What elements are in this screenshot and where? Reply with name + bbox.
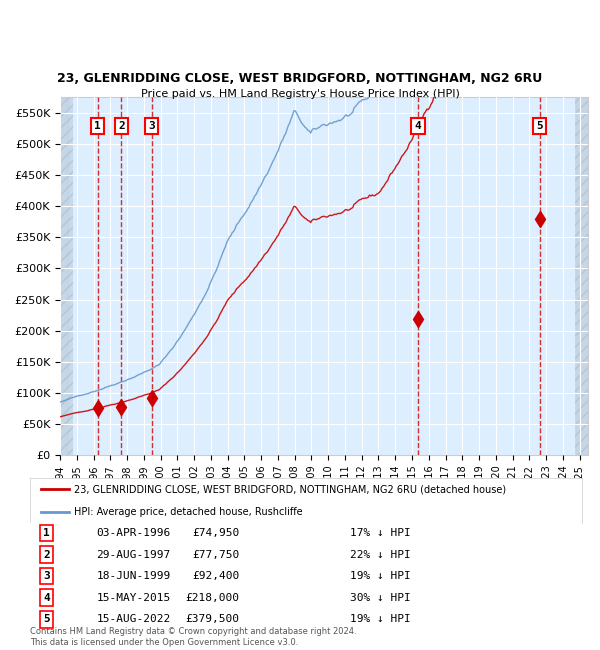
Text: 5: 5 [43,614,50,625]
Text: £77,750: £77,750 [193,549,240,560]
Text: 2: 2 [43,549,50,560]
Text: £379,500: £379,500 [186,614,240,625]
Text: 4: 4 [43,593,50,603]
Text: 23, GLENRIDDING CLOSE, WEST BRIDGFORD, NOTTINGHAM, NG2 6RU: 23, GLENRIDDING CLOSE, WEST BRIDGFORD, N… [58,72,542,84]
Bar [60,98,73,455]
Text: 22% ↓ HPI: 22% ↓ HPI [350,549,411,560]
Text: 3: 3 [43,571,50,581]
Text: 4: 4 [415,121,422,131]
Text: 15-AUG-2022: 15-AUG-2022 [96,614,170,625]
Text: HPI: Average price, detached house, Rushcliffe: HPI: Average price, detached house, Rush… [74,507,303,517]
Text: 18-JUN-1999: 18-JUN-1999 [96,571,170,581]
Text: 5: 5 [536,121,543,131]
Text: 17% ↓ HPI: 17% ↓ HPI [350,528,411,538]
Text: 1: 1 [94,121,101,131]
Text: 19% ↓ HPI: 19% ↓ HPI [350,571,411,581]
Text: Contains HM Land Registry data © Crown copyright and database right 2024.
This d: Contains HM Land Registry data © Crown c… [30,627,356,647]
Bar [575,98,588,455]
Bar [576,98,588,455]
Text: £218,000: £218,000 [186,593,240,603]
Text: 29-AUG-1997: 29-AUG-1997 [96,549,170,560]
Text: 30% ↓ HPI: 30% ↓ HPI [350,593,411,603]
Text: 1: 1 [43,528,50,538]
Text: 15-MAY-2015: 15-MAY-2015 [96,593,170,603]
Text: 2: 2 [118,121,125,131]
Text: 19% ↓ HPI: 19% ↓ HPI [350,614,411,625]
Text: 3: 3 [148,121,155,131]
Text: Price paid vs. HM Land Registry's House Price Index (HPI): Price paid vs. HM Land Registry's House … [140,89,460,99]
Text: 03-APR-1996: 03-APR-1996 [96,528,170,538]
Bar [60,98,68,455]
Text: £92,400: £92,400 [193,571,240,581]
Text: 23, GLENRIDDING CLOSE, WEST BRIDGFORD, NOTTINGHAM, NG2 6RU (detached house): 23, GLENRIDDING CLOSE, WEST BRIDGFORD, N… [74,484,506,494]
Text: £74,950: £74,950 [193,528,240,538]
